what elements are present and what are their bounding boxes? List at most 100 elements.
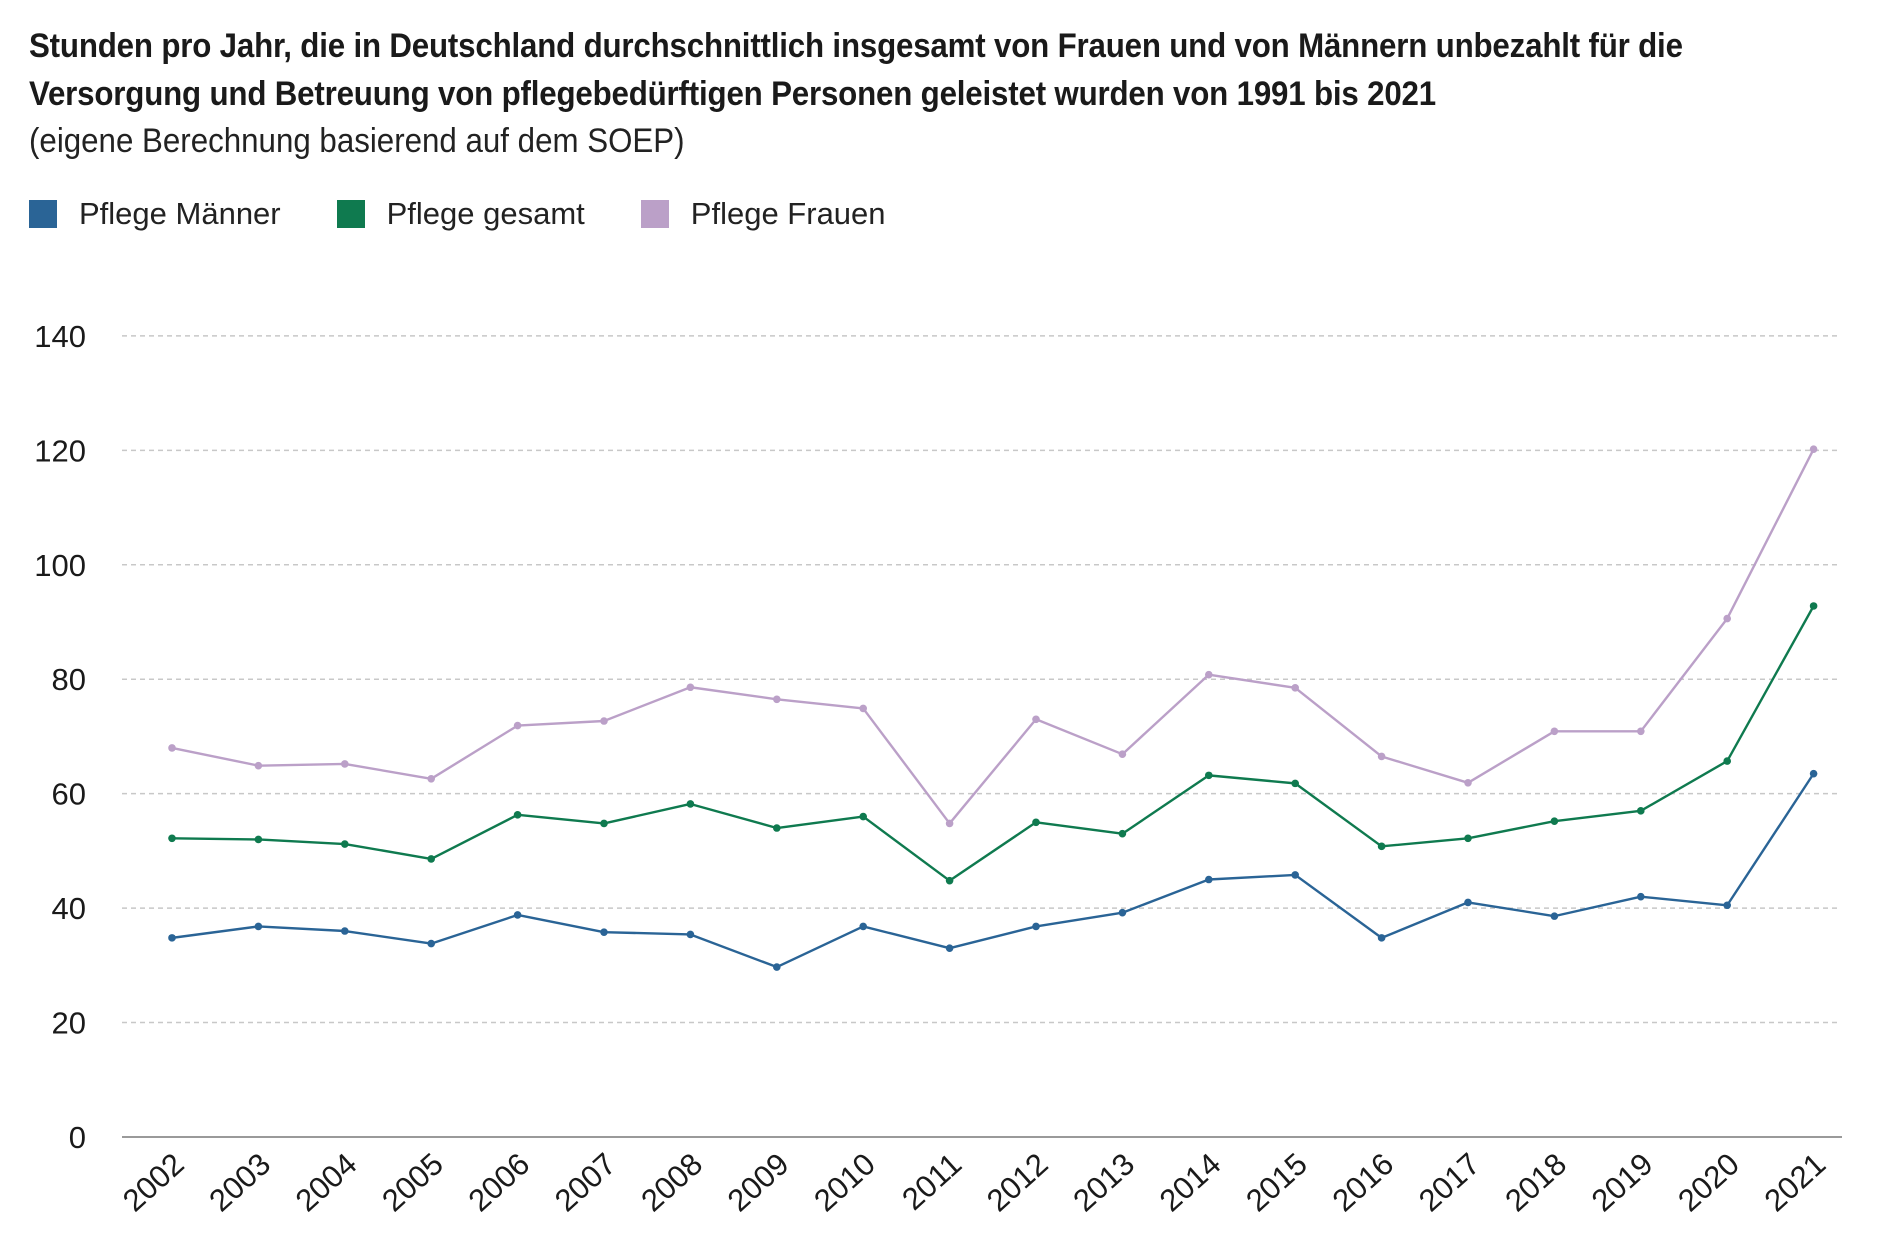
data-point-maenner-2015	[1291, 871, 1299, 879]
data-point-maenner-2005	[427, 939, 436, 948]
legend-item-frauen: Pflege Frauen	[640, 196, 886, 232]
y-tick-label-80: 80	[52, 662, 86, 697]
data-point-gesamt-2020	[1723, 757, 1731, 765]
y-tick-label-0: 0	[69, 1120, 86, 1155]
x-tick-label-2003: 2003	[202, 1146, 277, 1218]
series-line-maenner	[171, 772, 1815, 969]
data-point-maenner-2012	[1032, 922, 1040, 931]
data-point-maenner-2008	[686, 930, 695, 939]
chart-subtitle: (eigene Berechnung basierend auf dem SOE…	[29, 122, 685, 160]
x-tick-label-2004: 2004	[289, 1146, 364, 1218]
data-point-frauen-2016	[1377, 752, 1386, 761]
data-point-maenner-2003	[254, 922, 263, 931]
data-point-frauen-2017	[1464, 779, 1472, 787]
y-tick-label-100: 100	[34, 548, 86, 583]
y-tick-label-20: 20	[52, 1006, 86, 1041]
data-point-gesamt-2003	[254, 835, 263, 844]
legend-label-maenner: Pflege Männer	[79, 196, 281, 231]
x-tick-label-2009: 2009	[721, 1146, 796, 1218]
data-point-gesamt-2011	[945, 876, 954, 885]
legend-swatch-maenner	[29, 200, 57, 228]
series-line-gesamt	[171, 605, 1815, 882]
data-point-gesamt-2008	[686, 800, 695, 808]
data-point-maenner-2017	[1464, 898, 1472, 907]
data-point-maenner-2004	[341, 927, 349, 935]
x-tick-label-2002: 2002	[116, 1146, 191, 1218]
x-tick-label-2006: 2006	[462, 1146, 537, 1218]
x-tick-label-2016: 2016	[1326, 1146, 1401, 1218]
data-point-frauen-2018	[1550, 727, 1559, 736]
data-point-frauen-2003	[254, 761, 263, 770]
data-point-maenner-2018	[1550, 912, 1559, 920]
data-point-gesamt-2021	[1809, 602, 1818, 610]
legend-swatch-gesamt	[336, 200, 365, 228]
data-point-maenner-2014	[1205, 875, 1213, 884]
data-point-gesamt-2009	[773, 824, 781, 832]
y-tick-label-60: 60	[52, 777, 86, 812]
series-line-frauen	[171, 448, 1815, 825]
data-point-maenner-2011	[945, 944, 954, 952]
legend-swatch-frauen	[640, 200, 669, 228]
x-tick-label-2017: 2017	[1412, 1146, 1487, 1218]
data-point-gesamt-2013	[1118, 829, 1127, 838]
data-point-gesamt-2012	[1032, 818, 1040, 827]
data-point-gesamt-2016	[1377, 842, 1386, 851]
data-point-frauen-2015	[1291, 684, 1299, 692]
data-point-frauen-2013	[1118, 750, 1127, 758]
data-point-maenner-2021	[1809, 769, 1818, 778]
data-point-gesamt-2010	[859, 812, 867, 821]
legend-label-gesamt: Pflege gesamt	[386, 196, 585, 231]
data-point-gesamt-2005	[427, 855, 436, 863]
data-point-maenner-2010	[859, 922, 867, 931]
data-point-gesamt-2006	[513, 811, 522, 819]
x-tick-label-2005: 2005	[375, 1146, 450, 1218]
data-point-maenner-2019	[1637, 892, 1645, 901]
data-point-maenner-2013	[1118, 908, 1127, 917]
x-tick-label-2007: 2007	[548, 1146, 623, 1218]
data-point-maenner-2009	[773, 963, 781, 971]
data-point-maenner-2002	[168, 934, 176, 942]
data-point-maenner-2016	[1377, 934, 1386, 942]
y-tick-label-120: 120	[34, 433, 86, 468]
x-tick-label-2020: 2020	[1671, 1146, 1746, 1218]
data-point-gesamt-2015	[1291, 779, 1299, 788]
data-point-gesamt-2007	[600, 819, 608, 828]
data-point-frauen-2006	[513, 721, 522, 730]
data-point-frauen-2004	[341, 760, 349, 768]
chart-title: Stunden pro Jahr, die in Deutschland dur…	[29, 27, 1683, 113]
data-point-frauen-2012	[1032, 715, 1040, 724]
legend: Pflege Männer Pflege gesamt Pflege Fraue…	[29, 196, 942, 232]
data-point-frauen-2005	[427, 775, 436, 783]
data-point-frauen-2010	[859, 704, 867, 713]
x-tick-label-2014: 2014	[1153, 1146, 1228, 1218]
data-point-frauen-2019	[1637, 727, 1645, 736]
data-point-gesamt-2004	[341, 840, 349, 848]
x-tick-label-2021: 2021	[1758, 1146, 1833, 1218]
legend-item-maenner: Pflege Männer	[29, 196, 281, 232]
data-point-gesamt-2018	[1550, 817, 1559, 825]
data-point-gesamt-2019	[1637, 807, 1645, 815]
y-tick-label-140: 140	[34, 319, 86, 354]
x-tick-label-2010: 2010	[807, 1146, 882, 1218]
data-point-maenner-2006	[513, 911, 522, 919]
data-point-gesamt-2014	[1205, 771, 1213, 780]
data-point-maenner-2020	[1723, 901, 1731, 910]
legend-label-frauen: Pflege Frauen	[690, 196, 886, 231]
x-tick-label-2008: 2008	[634, 1146, 709, 1218]
data-point-gesamt-2017	[1464, 834, 1472, 843]
x-tick-label-2013: 2013	[1066, 1146, 1141, 1218]
data-point-frauen-2020	[1723, 614, 1731, 623]
data-point-frauen-2021	[1809, 445, 1818, 454]
y-tick-label-40: 40	[52, 891, 86, 926]
x-tick-label-2015: 2015	[1239, 1146, 1314, 1218]
data-point-gesamt-2002	[168, 834, 176, 843]
data-point-frauen-2008	[686, 683, 695, 692]
x-tick-label-2011: 2011	[895, 1146, 968, 1217]
x-tick-label-2018: 2018	[1498, 1146, 1573, 1218]
data-point-maenner-2007	[600, 928, 608, 936]
x-tick-label-2012: 2012	[980, 1146, 1055, 1218]
data-point-frauen-2014	[1205, 670, 1213, 679]
data-point-frauen-2002	[168, 744, 176, 752]
